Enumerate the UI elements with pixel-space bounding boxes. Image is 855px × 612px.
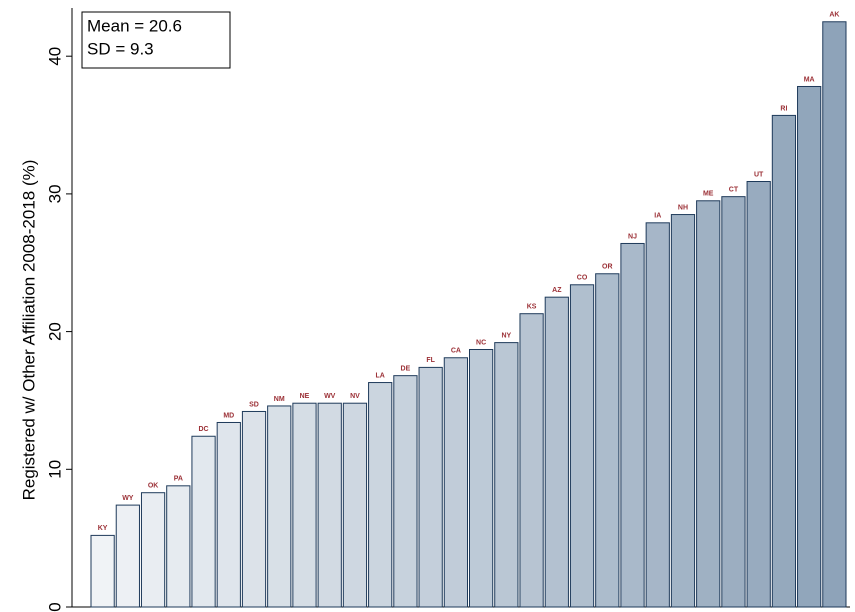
bar	[670, 214, 696, 608]
y-tick-label: 40	[45, 47, 64, 66]
bar-label: CA	[451, 348, 461, 355]
bar-label: CO	[577, 275, 588, 282]
bar-label: AK	[829, 12, 839, 19]
bar	[569, 284, 595, 608]
bar-label: MD	[223, 412, 234, 419]
bar-label: AZ	[552, 287, 562, 294]
bar	[393, 375, 418, 608]
bar	[443, 357, 468, 608]
bar	[342, 402, 368, 608]
bar-label: FL	[426, 357, 435, 364]
bar	[368, 382, 393, 608]
bar-label: PA	[174, 476, 183, 483]
bar-label: NJ	[628, 233, 637, 240]
bar-label: WV	[324, 393, 336, 400]
bar-label: IA	[654, 213, 661, 220]
bar-label: CT	[729, 186, 739, 193]
bar	[267, 405, 292, 608]
bar	[191, 435, 216, 608]
bar	[241, 410, 267, 608]
sd-annotation: SD = 9.3	[87, 39, 154, 58]
bar-label: OR	[602, 264, 613, 271]
bar-label: KY	[98, 525, 108, 532]
bar	[166, 485, 191, 608]
bar	[519, 313, 544, 608]
bar-label: WY	[122, 495, 134, 502]
bar	[115, 504, 140, 608]
bar-label: LA	[376, 372, 385, 379]
y-tick-label: 20	[45, 322, 64, 341]
bar	[317, 402, 342, 608]
bar	[469, 348, 494, 608]
bar	[216, 421, 241, 608]
bar	[90, 534, 115, 608]
bar-label: NV	[350, 393, 360, 400]
bar	[645, 222, 670, 608]
bar-label: NY	[501, 332, 511, 339]
bar	[822, 21, 847, 608]
bar-label: DE	[401, 366, 411, 373]
y-tick-label: 0	[45, 602, 64, 611]
mean-annotation: Mean = 20.6	[87, 16, 182, 35]
bar	[140, 492, 166, 608]
bar	[746, 181, 771, 608]
bar	[292, 402, 317, 608]
bar	[544, 296, 569, 608]
bar-label: UT	[754, 171, 764, 178]
y-tick-label: 30	[45, 184, 64, 203]
bar	[771, 114, 797, 608]
bar	[721, 196, 746, 608]
bar-label: DC	[198, 426, 208, 433]
bar-label: NC	[476, 339, 486, 346]
bar	[595, 273, 620, 608]
bar	[418, 366, 443, 608]
bar	[620, 242, 645, 608]
y-axis-label: Registered w/ Other Affiliation 2008-201…	[19, 160, 38, 501]
bar	[696, 200, 721, 608]
legend-box	[81, 11, 231, 69]
bar-label: OK	[148, 483, 159, 490]
bar-label: NE	[300, 393, 310, 400]
bar-label: SD	[249, 401, 259, 408]
bar	[797, 85, 822, 608]
bar-label: RI	[780, 105, 787, 112]
bar-label: KS	[527, 304, 537, 311]
bar-label: MA	[804, 76, 815, 83]
y-tick-label: 10	[45, 460, 64, 479]
bar	[494, 342, 519, 608]
bar-label: NH	[678, 204, 688, 211]
bar-label: ME	[703, 191, 714, 198]
bar-label: NM	[274, 396, 285, 403]
